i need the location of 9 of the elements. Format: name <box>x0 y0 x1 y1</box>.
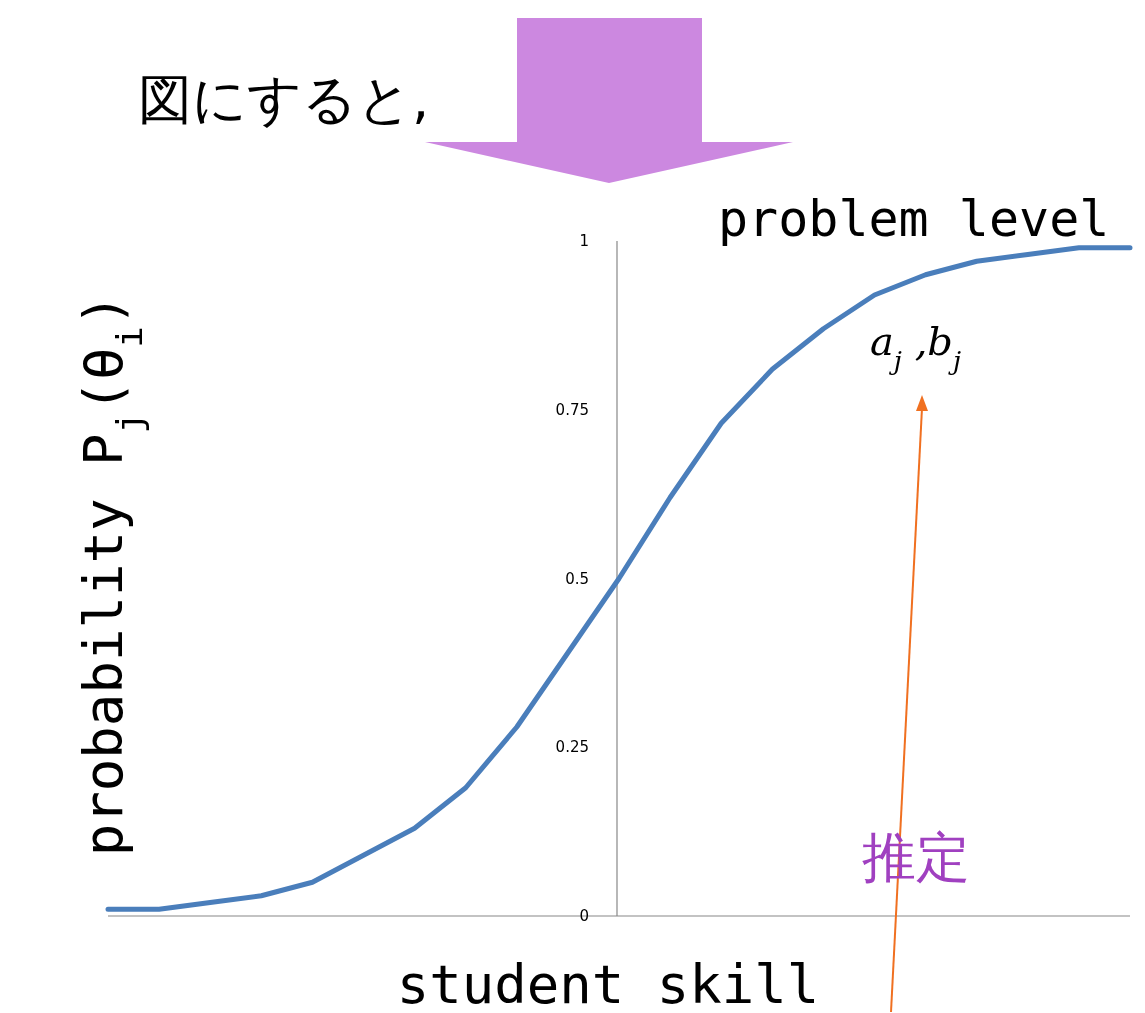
y-tick-label: 0.5 <box>565 569 589 588</box>
y-tick-label: 0 <box>579 907 589 925</box>
x-axis-title: student skill <box>396 953 820 1013</box>
y-tick-label: 0.75 <box>555 400 589 419</box>
y-tick-label: 1 <box>579 232 589 250</box>
y-tick-label: 0.25 <box>555 738 589 757</box>
text: 図にすると, <box>138 68 430 131</box>
annotation: problem level <box>718 190 1110 248</box>
annotation: a$_{j}$ ,b$_{j}$ <box>870 318 962 376</box>
